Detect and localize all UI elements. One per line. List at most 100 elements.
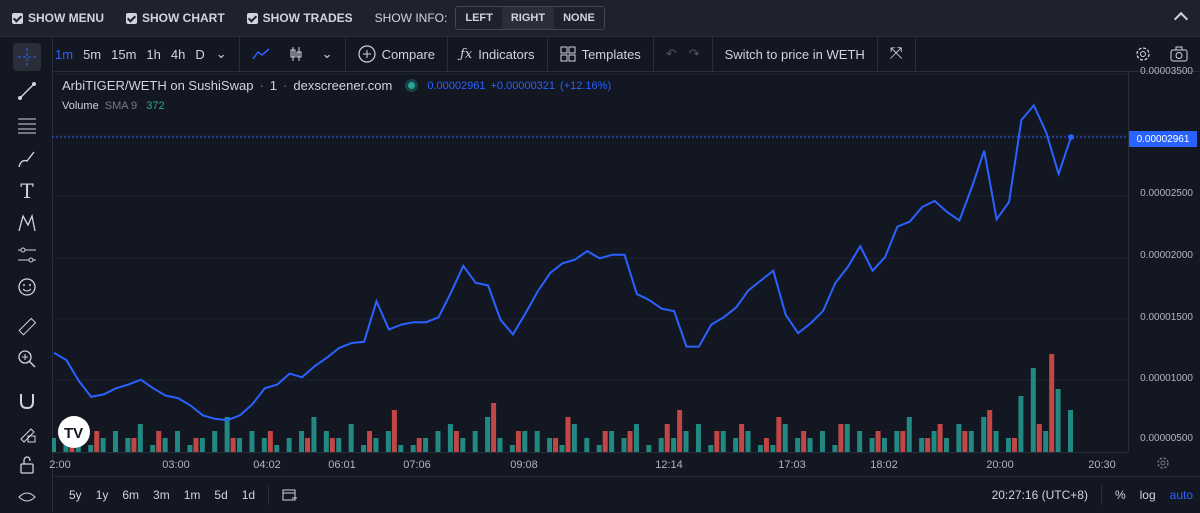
show-menu-checkbox[interactable]: SHOW MENU	[12, 11, 104, 25]
info-right-option[interactable]: RIGHT	[501, 7, 555, 29]
smiley-icon[interactable]	[13, 273, 41, 301]
range-1m[interactable]: 1m	[183, 488, 201, 502]
volume-bar	[88, 445, 94, 452]
trendline-icon[interactable]	[13, 77, 41, 105]
volume-bar	[646, 445, 652, 452]
time-axis[interactable]: 2:00 03:00 04:02 06:01 07:06 09:08 12:14…	[49, 452, 1128, 477]
range-1d[interactable]: 1d	[241, 488, 256, 502]
volume-bar	[1030, 368, 1036, 452]
timeframe-5m[interactable]: 5m	[83, 46, 102, 62]
range-5y[interactable]: 5y	[69, 488, 82, 502]
tradingview-logo: TV	[58, 416, 90, 448]
volume-bar	[336, 438, 342, 452]
volume-bar	[559, 445, 565, 452]
show-trades-checkbox[interactable]: SHOW TRADES	[246, 11, 353, 25]
axis-settings-gear-icon[interactable]	[1155, 455, 1171, 476]
volume-bar	[745, 431, 751, 452]
timeframe-d[interactable]: D	[195, 46, 205, 62]
redo-icon[interactable]: ↷	[688, 46, 700, 61]
volume-bar	[609, 431, 615, 452]
camera-icon[interactable]	[1164, 46, 1200, 62]
volume-bar	[1036, 424, 1042, 452]
text-icon[interactable]: T	[20, 179, 34, 203]
time-tick: 07:06	[403, 459, 431, 471]
range-1y[interactable]: 1y	[95, 488, 109, 502]
chart-type-candles-icon[interactable]	[282, 46, 316, 62]
range-5d[interactable]: 5d	[214, 488, 228, 502]
volume-bar	[547, 438, 553, 452]
volume-bar	[187, 445, 193, 452]
horizontal-lines-icon[interactable]	[13, 111, 41, 139]
check-icon	[12, 12, 23, 24]
volume-bar	[925, 438, 931, 452]
eye-icon[interactable]	[13, 483, 41, 511]
current-price-label: 0.00002961	[1129, 131, 1197, 147]
volume-bar	[515, 431, 521, 452]
chart-grid	[52, 73, 1128, 381]
lock-drawing-icon[interactable]	[13, 419, 41, 447]
volume-bar	[113, 431, 119, 452]
timeframe-dropdown-icon[interactable]: ⌄	[215, 46, 227, 61]
time-tick: 06:01	[328, 459, 356, 471]
zoom-in-icon[interactable]	[13, 345, 41, 373]
chart-type-line-icon[interactable]	[246, 47, 282, 61]
volume-bar	[627, 431, 633, 452]
price-axis[interactable]: 0.00003500 0.00002500 0.00002000 0.00001…	[1128, 66, 1200, 452]
crosshair-icon[interactable]	[13, 43, 41, 71]
volume-bar	[391, 410, 397, 452]
percent-toggle[interactable]: %	[1114, 488, 1126, 502]
auto-toggle[interactable]: auto	[1169, 488, 1193, 502]
switch-currency-button[interactable]: Switch to price in WETH	[724, 46, 865, 62]
volume-bar	[906, 417, 912, 452]
price-tick: 0.00001000	[1140, 373, 1193, 384]
volume-bar	[52, 438, 56, 452]
brush-icon[interactable]	[13, 145, 41, 173]
compare-button[interactable]: Compare	[352, 45, 441, 63]
volume-bar	[943, 438, 949, 452]
settings-gear-icon[interactable]	[1128, 45, 1164, 63]
svg-text:TV: TV	[64, 425, 83, 442]
pattern-icon[interactable]	[13, 209, 41, 237]
fullscreen-icon[interactable]: ⤧	[889, 45, 903, 62]
indicators-button[interactable]: ƒx Indicators	[460, 46, 535, 62]
timeframe-4h[interactable]: 4h	[170, 46, 186, 62]
price-line	[53, 103, 1072, 422]
volume-bar	[671, 438, 677, 452]
volume-bar	[348, 424, 354, 452]
range-6m[interactable]: 6m	[122, 488, 140, 502]
time-tick: 09:08	[510, 459, 538, 471]
magnet-icon[interactable]	[13, 387, 41, 415]
timeframe-15m[interactable]: 15m	[111, 46, 137, 62]
volume-bar	[100, 438, 106, 452]
volume-bar	[398, 445, 404, 452]
log-toggle[interactable]: log	[1139, 488, 1156, 502]
undo-icon[interactable]: ↶	[665, 46, 677, 61]
range-3m[interactable]: 3m	[153, 488, 170, 502]
prediction-icon[interactable]	[13, 241, 41, 269]
chart-type-dropdown-icon[interactable]: ⌄	[321, 46, 333, 61]
lock-icon[interactable]	[13, 451, 41, 479]
templates-button[interactable]: Templates	[554, 46, 647, 62]
goto-date-icon[interactable]	[275, 487, 305, 504]
interval-value: 1	[269, 78, 278, 93]
price-chart[interactable]: TV	[52, 72, 1128, 452]
volume-bar	[776, 417, 782, 452]
volume-bar	[423, 438, 429, 452]
volume-bar	[410, 445, 416, 452]
volume-bar	[416, 438, 422, 452]
volume-bar	[875, 431, 881, 452]
ruler-icon[interactable]	[13, 313, 41, 341]
info-none-option[interactable]: NONE	[563, 12, 595, 24]
volume-bar	[497, 438, 503, 452]
timeframe-1h[interactable]: 1h	[146, 46, 161, 62]
volume-bar	[571, 424, 577, 452]
status-dot-icon	[408, 82, 416, 89]
volume-bar	[857, 431, 863, 452]
clock[interactable]: 20:27:16 (UTC+8)	[991, 488, 1088, 502]
timeframe-1m[interactable]: 1m	[55, 46, 74, 62]
collapse-chevron-icon[interactable]	[1173, 11, 1189, 27]
show-chart-checkbox[interactable]: SHOW CHART	[126, 11, 225, 25]
volume-bar	[485, 417, 491, 452]
symbol-legend: ArbiTIGER/WETH on SushiSwap · 1 · dexscr…	[62, 78, 612, 93]
info-left-option[interactable]: LEFT	[465, 12, 493, 24]
